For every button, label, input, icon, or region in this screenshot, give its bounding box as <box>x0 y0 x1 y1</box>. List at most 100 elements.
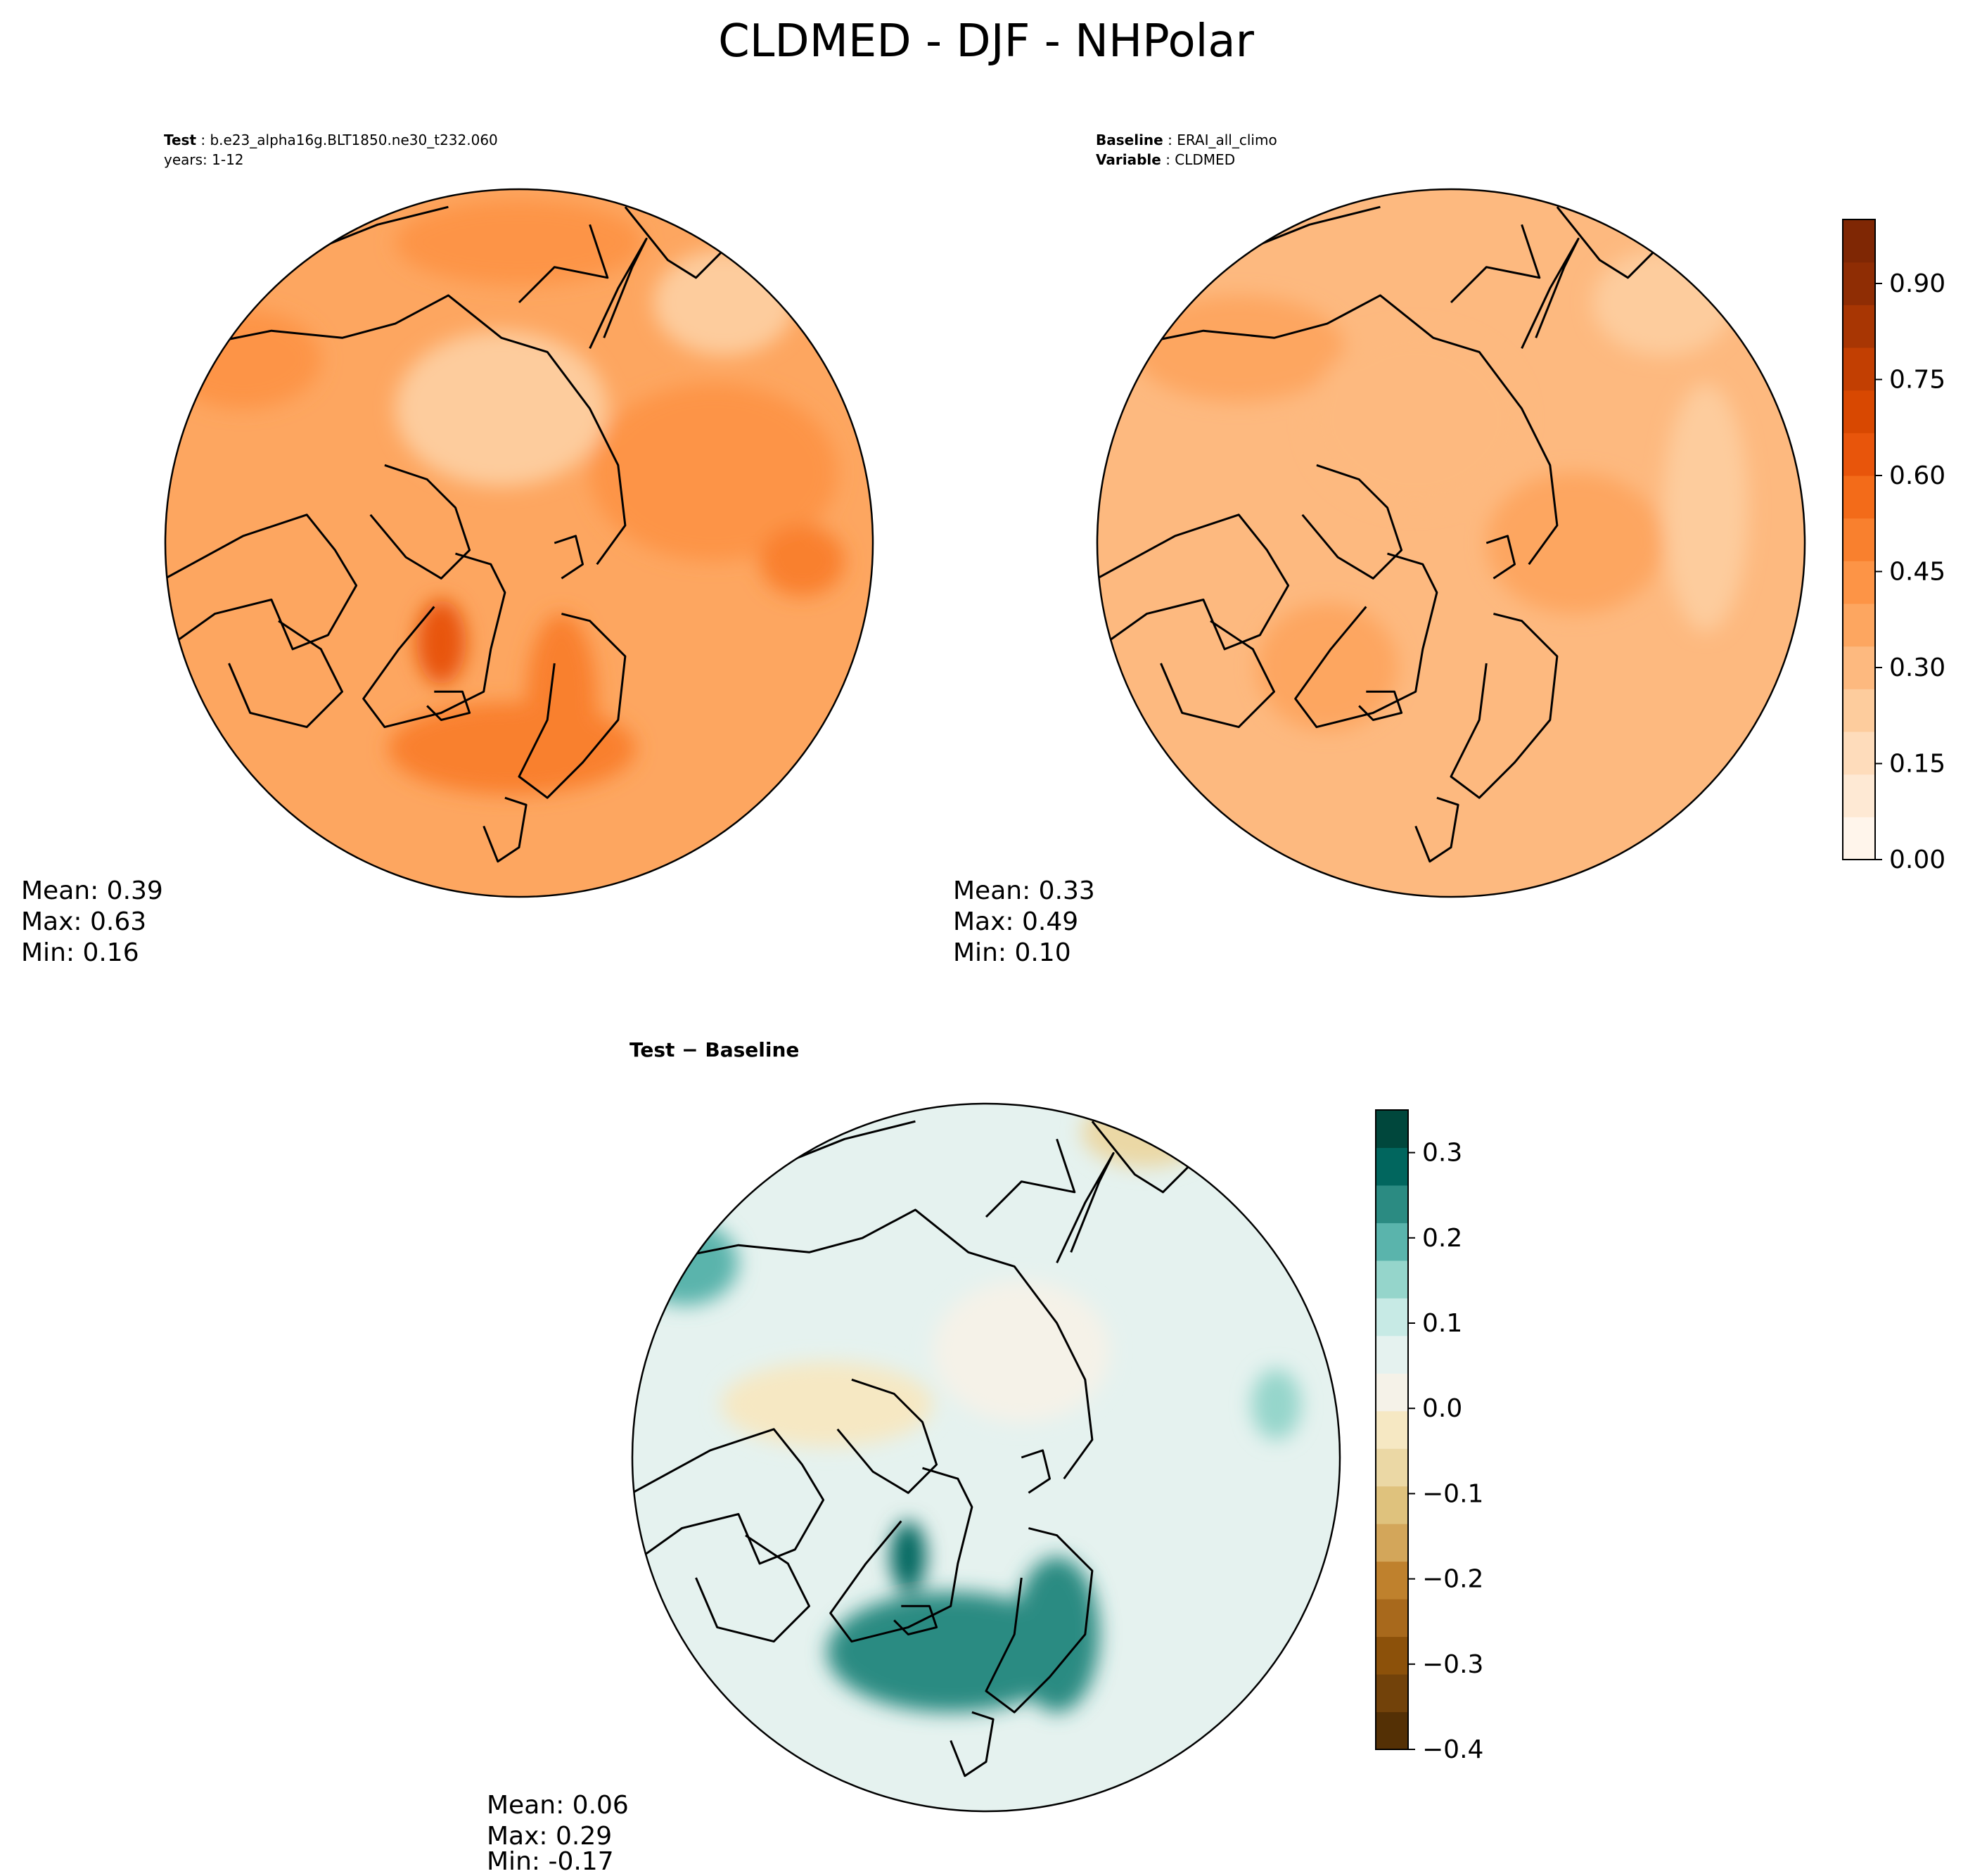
novaya-zemlya-coast <box>1056 1151 1115 1263</box>
test-field-map <box>165 189 873 897</box>
colorbar-tick-label-4: 0.0 <box>1422 1394 1462 1423</box>
diff-stat-min: Min: -0.17 <box>487 1847 614 1876</box>
colorbar-swatch-7 <box>1376 1448 1408 1487</box>
colorbar-swatch-12 <box>1843 305 1875 348</box>
baseline-header-value-2: CLDMED <box>1175 151 1235 168</box>
colorbar-swatch-3 <box>1376 1599 1408 1638</box>
colorbar-tick-label-0: 0.00 <box>1889 846 1945 874</box>
field-region-0 <box>826 1592 1075 1713</box>
field-region-2 <box>890 1521 926 1593</box>
britain-coast <box>950 1711 995 1778</box>
colorbar-swatch-13 <box>1376 1223 1408 1261</box>
colorbar-tick-label-7: 0.3 <box>1422 1139 1462 1168</box>
panel-test: Test : b.e23_alpha16g.BLT1850.ne30_t232.… <box>21 132 874 967</box>
greenland-coast <box>829 1467 973 1643</box>
colorbar-swatch-12 <box>1376 1260 1408 1298</box>
iceland-coast <box>426 690 471 721</box>
kamchatka-coast <box>624 206 732 279</box>
colorbar-swatch-0 <box>1843 817 1875 860</box>
field-region-6 <box>395 331 608 487</box>
colorbar-swatch-2 <box>1843 732 1875 775</box>
baseline-field-map <box>1097 189 1805 897</box>
panel-baseline: Baseline : ERAI_all_climo Variable : CLD… <box>953 132 1806 967</box>
colorbar-swatch-8 <box>1843 476 1875 519</box>
colorbar-swatch-3 <box>1843 689 1875 732</box>
colorbar-swatch-5 <box>1843 604 1875 647</box>
colorbar-tick-label-0: −0.4 <box>1422 1735 1483 1764</box>
colorbar-swatch-10 <box>1376 1335 1408 1374</box>
field-region-4 <box>1309 331 1522 508</box>
colorbar-swatch-14 <box>1376 1185 1408 1223</box>
colorbar-tick-label-5: 0.75 <box>1889 366 1945 395</box>
test-header-key-1: Test <box>164 132 196 148</box>
field-region-5 <box>416 599 466 685</box>
baseline-header-key-1: Baseline <box>1096 132 1163 148</box>
iceland-coast <box>1358 690 1403 721</box>
colorbar-absolute: 0.00 0.15 0.30 0.45 0.60 0.75 0.90 <box>1842 219 1945 874</box>
diff-map-boundary <box>631 1102 1341 1813</box>
colorbar-swatch-15 <box>1376 1147 1408 1186</box>
colorbar-swatch-11 <box>1376 1298 1408 1336</box>
field-region-5 <box>1592 249 1734 356</box>
baseline-map-boundary <box>1096 188 1806 898</box>
baseline-header-key-2: Variable <box>1096 151 1161 168</box>
test-coastlines <box>165 205 732 863</box>
test-header-line-1: Test : b.e23_alpha16g.BLT1850.ne30_t232.… <box>164 132 498 148</box>
kamchatka-coast <box>1556 206 1664 279</box>
colorbar-swatch-8 <box>1376 1410 1408 1449</box>
colorbar-swatch-4 <box>1376 1561 1408 1600</box>
colorbar-swatch-1 <box>1376 1674 1408 1713</box>
eurasia-coast <box>649 1208 1094 1480</box>
baseline-coastlines <box>1097 205 1664 863</box>
iceland-coast <box>893 1604 938 1635</box>
britain-coast <box>482 796 528 863</box>
diff-stat-max: Max: 0.29 <box>487 1822 612 1851</box>
field-background <box>632 1104 1340 1811</box>
colorbar-tick-label-5: 0.1 <box>1422 1309 1462 1338</box>
novaya-zemlya-coast <box>589 237 648 349</box>
baseline-header-line-1: Baseline : ERAI_all_climo <box>1096 132 1277 148</box>
field-region-0 <box>165 310 321 409</box>
greenland-coast <box>1294 552 1438 729</box>
hudson-bay-coast <box>228 620 343 729</box>
colorbar-tick-label-1: −0.3 <box>1422 1650 1483 1679</box>
colorbar-frame <box>1842 219 1876 860</box>
colorbar-swatch-11 <box>1843 347 1875 391</box>
colorbar-swatch-10 <box>1843 390 1875 433</box>
kamchatka-coast <box>1091 1121 1199 1194</box>
diff-field-map <box>632 1104 1340 1811</box>
colorbar-tick-label-3: 0.45 <box>1889 558 1945 587</box>
svalbard-coast <box>554 535 584 580</box>
east-siberia-coast <box>518 224 609 304</box>
colorbar-swatch-5 <box>1376 1524 1408 1562</box>
field-region-4 <box>1251 1369 1301 1440</box>
colorbar-swatch-9 <box>1376 1373 1408 1412</box>
field-region-8 <box>395 200 644 285</box>
field-region-1 <box>1663 383 1749 632</box>
greenland-coast <box>362 552 506 729</box>
field-region-2 <box>1486 472 1663 614</box>
field-region-1 <box>1014 1556 1099 1713</box>
colorbar-difference: −0.4 −0.3 −0.2 −0.1 0.0 0.1 0.2 0.3 <box>1375 1109 1483 1764</box>
baseline-header-value-1: ERAI_all_climo <box>1177 132 1277 148</box>
field-region-3 <box>632 1220 739 1306</box>
colorbar-tick-label-2: 0.30 <box>1889 653 1945 682</box>
field-region-3 <box>1256 603 1398 731</box>
test-stat-max: Max: 0.63 <box>21 907 146 936</box>
colorbar-swatch-2 <box>1376 1636 1408 1675</box>
north-america-coast <box>165 513 358 651</box>
baseline-stat-max: Max: 0.49 <box>953 907 1078 936</box>
scandinavia-coast <box>985 1527 1094 1714</box>
colorbar-tick-label-1: 0.15 <box>1889 750 1945 779</box>
test-stat-mean: Mean: 0.39 <box>21 876 163 905</box>
colorbar-swatch-6 <box>1843 561 1875 604</box>
field-region-5 <box>720 1362 933 1447</box>
arctic-islands-coast <box>1301 464 1403 580</box>
svalbard-coast <box>1485 535 1516 580</box>
eurasia-coast <box>182 294 627 566</box>
field-background <box>165 189 873 897</box>
colorbar-swatch-7 <box>1843 518 1875 561</box>
colorbar-swatch-13 <box>1843 262 1875 305</box>
east-siberia-coast <box>1450 224 1541 304</box>
